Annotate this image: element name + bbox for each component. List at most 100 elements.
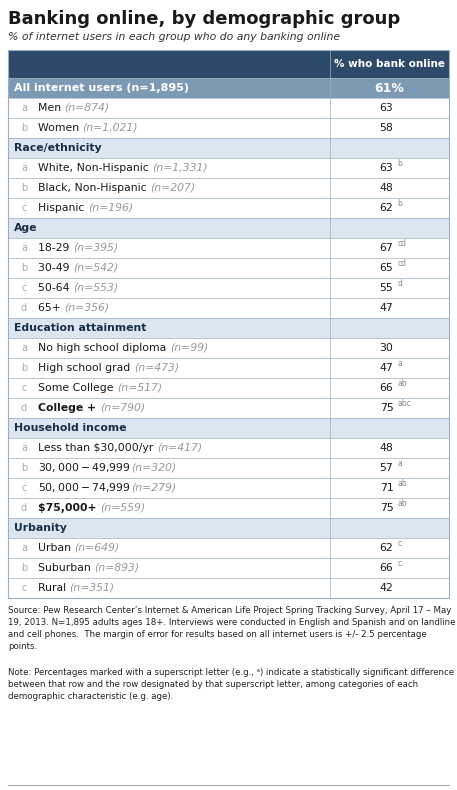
Text: White, Non-Hispanic: White, Non-Hispanic xyxy=(38,163,152,173)
Text: $75,000+: $75,000+ xyxy=(38,503,100,513)
Text: (n=356): (n=356) xyxy=(64,303,110,313)
Text: Urban: Urban xyxy=(38,543,74,553)
Text: (n=196): (n=196) xyxy=(88,203,133,213)
Bar xyxy=(8,298,449,318)
Text: (n=559): (n=559) xyxy=(100,503,145,513)
Text: (n=874): (n=874) xyxy=(64,103,110,113)
Text: 66: 66 xyxy=(380,563,393,573)
Text: Rural: Rural xyxy=(38,583,69,593)
Bar xyxy=(8,178,449,198)
Text: (n=99): (n=99) xyxy=(170,343,208,353)
Text: 75: 75 xyxy=(380,503,393,513)
Bar xyxy=(8,358,449,378)
Text: a: a xyxy=(21,543,27,553)
Text: a: a xyxy=(21,343,27,353)
Text: ab: ab xyxy=(398,379,407,389)
Text: c: c xyxy=(21,283,27,293)
Text: 66: 66 xyxy=(380,383,393,393)
Text: Note: Percentages marked with a superscript letter (e.g., ᵃ) indicate a statisti: Note: Percentages marked with a superscr… xyxy=(8,668,454,702)
Text: 57: 57 xyxy=(380,463,393,473)
Text: c: c xyxy=(21,383,27,393)
Text: 67: 67 xyxy=(380,243,393,253)
Text: d: d xyxy=(21,303,27,313)
Text: c: c xyxy=(398,540,402,548)
Text: Source: Pew Research Center’s Internet & American Life Project Spring Tracking S: Source: Pew Research Center’s Internet &… xyxy=(8,606,456,652)
Text: ab: ab xyxy=(398,480,407,488)
Bar xyxy=(8,118,449,138)
Text: $30,000-$49,999: $30,000-$49,999 xyxy=(38,461,132,475)
Text: b: b xyxy=(398,160,402,168)
Text: (n=542): (n=542) xyxy=(73,263,118,273)
Text: Black, Non-Hispanic: Black, Non-Hispanic xyxy=(38,183,150,193)
Bar xyxy=(8,398,449,418)
Text: 18-29: 18-29 xyxy=(38,243,73,253)
Text: a: a xyxy=(398,460,402,468)
Text: b: b xyxy=(21,363,27,373)
Text: 47: 47 xyxy=(380,363,393,373)
Bar xyxy=(8,238,449,258)
Text: Race/ethnicity: Race/ethnicity xyxy=(14,143,101,153)
Text: Women: Women xyxy=(38,123,83,133)
Text: (n=279): (n=279) xyxy=(132,483,177,493)
Bar xyxy=(8,50,449,78)
Bar xyxy=(8,78,449,98)
Text: (n=351): (n=351) xyxy=(69,583,115,593)
Text: College +: College + xyxy=(38,403,100,413)
Bar xyxy=(8,198,449,218)
Text: a: a xyxy=(398,359,402,368)
Text: ab: ab xyxy=(398,499,407,509)
Bar xyxy=(8,158,449,178)
Text: Suburban: Suburban xyxy=(38,563,94,573)
Text: (n=207): (n=207) xyxy=(150,183,195,193)
Text: (n=417): (n=417) xyxy=(157,443,202,453)
Text: 42: 42 xyxy=(380,583,393,593)
Bar xyxy=(8,278,449,298)
Text: (n=395): (n=395) xyxy=(73,243,118,253)
Text: Banking online, by demographic group: Banking online, by demographic group xyxy=(8,10,400,28)
Text: 50-64: 50-64 xyxy=(38,283,73,293)
Text: Men: Men xyxy=(38,103,64,113)
Bar xyxy=(8,258,449,278)
Text: a: a xyxy=(21,443,27,453)
Text: (n=893): (n=893) xyxy=(94,563,139,573)
Text: d: d xyxy=(21,503,27,513)
Text: (n=1,331): (n=1,331) xyxy=(152,163,208,173)
Bar xyxy=(8,318,449,338)
Text: b: b xyxy=(21,563,27,573)
Bar xyxy=(8,478,449,498)
Bar xyxy=(8,418,449,438)
Text: No high school diploma: No high school diploma xyxy=(38,343,170,353)
Text: (n=553): (n=553) xyxy=(73,283,118,293)
Text: % who bank online: % who bank online xyxy=(334,59,445,69)
Text: Age: Age xyxy=(14,223,37,233)
Text: $50,000-$74,999: $50,000-$74,999 xyxy=(38,481,132,495)
Bar xyxy=(8,138,449,158)
Text: d: d xyxy=(398,280,402,288)
Bar xyxy=(8,98,449,118)
Text: 48: 48 xyxy=(380,443,393,453)
Text: b: b xyxy=(398,200,402,209)
Bar xyxy=(8,538,449,558)
Bar xyxy=(8,498,449,518)
Bar xyxy=(8,458,449,478)
Text: d: d xyxy=(21,403,27,413)
Text: Urbanity: Urbanity xyxy=(14,523,67,533)
Text: b: b xyxy=(21,183,27,193)
Bar xyxy=(8,218,449,238)
Bar xyxy=(8,518,449,538)
Text: (n=790): (n=790) xyxy=(100,403,145,413)
Text: 65+: 65+ xyxy=(38,303,64,313)
Text: cd: cd xyxy=(398,259,406,269)
Text: a: a xyxy=(21,163,27,173)
Text: Household income: Household income xyxy=(14,423,127,433)
Text: (n=473): (n=473) xyxy=(134,363,179,373)
Text: 63: 63 xyxy=(380,163,393,173)
Text: Some College: Some College xyxy=(38,383,117,393)
Text: cd: cd xyxy=(398,239,406,249)
Text: 62: 62 xyxy=(380,203,393,213)
Text: 62: 62 xyxy=(380,543,393,553)
Text: 58: 58 xyxy=(380,123,393,133)
Text: 65: 65 xyxy=(380,263,393,273)
Bar xyxy=(8,50,449,598)
Text: Less than $30,000/yr: Less than $30,000/yr xyxy=(38,443,157,453)
